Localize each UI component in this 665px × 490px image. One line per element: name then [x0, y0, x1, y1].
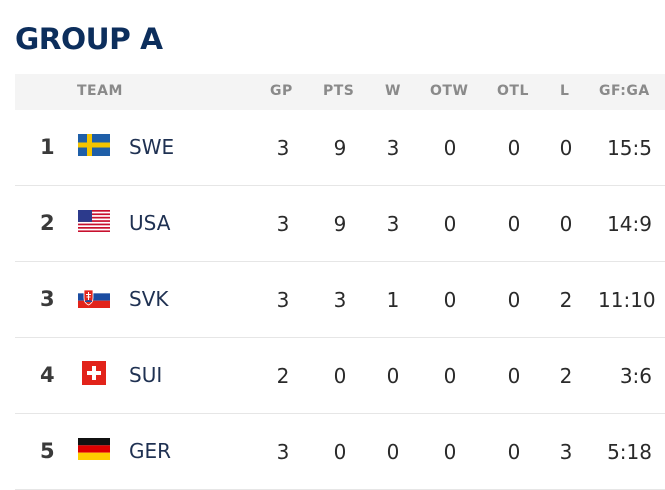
header-team: TEAM: [77, 83, 123, 99]
table-row[interactable]: 1 SWE 3 9 3 0 0 0 15:5: [15, 110, 665, 186]
table-row[interactable]: 3 SVK 3 3 1 0 0 2 11:10: [15, 262, 665, 338]
pts-value: 9: [333, 212, 347, 236]
gp-value: 3: [276, 212, 290, 236]
gp-value: 3: [276, 288, 290, 312]
table-row[interactable]: 5 GER 3 0 0 0 0 3 5:18: [15, 414, 665, 490]
gp-value: 3: [276, 136, 290, 160]
table-row[interactable]: 2 USA 3 9 3 0 0 0 14:9: [15, 186, 665, 262]
usa-flag-icon: [78, 210, 110, 232]
otw-value: 0: [443, 288, 457, 312]
otl-value: 0: [507, 212, 521, 236]
header-l: L: [560, 83, 570, 99]
gfga-value: 3:6: [619, 364, 652, 388]
pts-value: 0: [333, 440, 347, 464]
otl-value: 0: [507, 364, 521, 388]
pts-value: 0: [333, 364, 347, 388]
l-value: 0: [559, 212, 573, 236]
gfga-value: 11:10: [598, 288, 656, 312]
team-code[interactable]: GER: [129, 439, 172, 463]
switzerland-flag-icon: [82, 361, 106, 385]
w-value: 3: [386, 212, 400, 236]
gfga-value: 15:5: [607, 136, 652, 160]
team-code[interactable]: SUI: [129, 363, 163, 387]
header-gp: GP: [270, 83, 293, 99]
l-value: 0: [559, 136, 573, 160]
group-title: GROUP A: [15, 22, 163, 56]
table-header: TEAM GP PTS W OTW OTL L GF:GA: [15, 74, 665, 110]
sweden-flag-icon: [78, 134, 110, 156]
pts-value: 3: [333, 288, 347, 312]
header-otw: OTW: [430, 83, 469, 99]
w-value: 0: [386, 364, 400, 388]
rank: 2: [40, 211, 55, 235]
standings-table: TEAM GP PTS W OTW OTL L GF:GA 1 SWE 3 9 …: [15, 74, 665, 490]
header-otl: OTL: [497, 83, 529, 99]
l-value: 3: [559, 440, 573, 464]
otl-value: 0: [507, 136, 521, 160]
otw-value: 0: [443, 212, 457, 236]
rank: 4: [40, 363, 55, 387]
otw-value: 0: [443, 440, 457, 464]
gfga-value: 5:18: [607, 440, 652, 464]
otl-value: 0: [507, 440, 521, 464]
team-code[interactable]: USA: [129, 211, 171, 235]
team-code[interactable]: SVK: [129, 287, 169, 311]
header-gfga: GF:GA: [599, 83, 650, 99]
table-row[interactable]: 4 SUI 2 0 0 0 0 2 3:6: [15, 338, 665, 414]
germany-flag-icon: [78, 438, 110, 460]
otw-value: 0: [443, 136, 457, 160]
header-w: W: [385, 83, 401, 99]
rank: 1: [40, 135, 55, 159]
gp-value: 2: [276, 364, 290, 388]
pts-value: 9: [333, 136, 347, 160]
slovakia-flag-icon: [78, 286, 110, 308]
gp-value: 3: [276, 440, 290, 464]
rank: 5: [40, 439, 55, 463]
w-value: 1: [386, 288, 400, 312]
l-value: 2: [559, 288, 573, 312]
w-value: 3: [386, 136, 400, 160]
team-code[interactable]: SWE: [129, 135, 175, 159]
l-value: 2: [559, 364, 573, 388]
otl-value: 0: [507, 288, 521, 312]
header-pts: PTS: [323, 83, 355, 99]
gfga-value: 14:9: [607, 212, 652, 236]
rank: 3: [40, 287, 55, 311]
w-value: 0: [386, 440, 400, 464]
otw-value: 0: [443, 364, 457, 388]
